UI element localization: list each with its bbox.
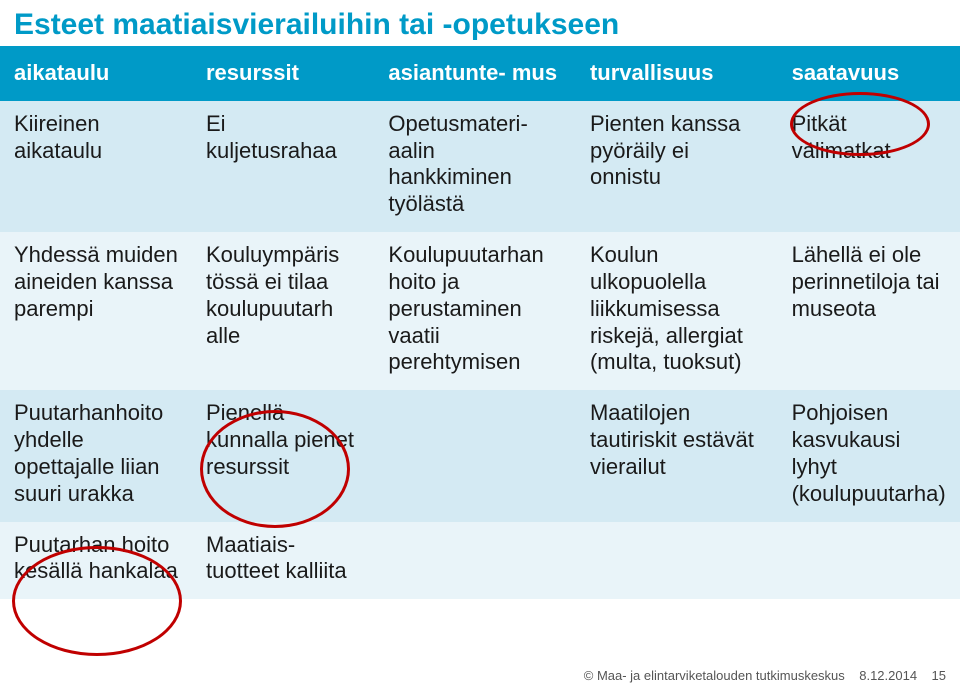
cell xyxy=(778,522,960,600)
cell: Koulupuutarhan hoito ja perustaminen vaa… xyxy=(374,232,576,390)
footer-date: 8.12.2014 xyxy=(859,668,917,683)
cell: Kiireinen aikataulu xyxy=(0,101,192,232)
slide-title: Esteet maatiaisvierailuihin tai -opetuks… xyxy=(14,8,946,42)
slide-footer: © Maa- ja elintarviketalouden tutkimuske… xyxy=(584,668,946,683)
cell: Lähellä ei ole perinnetiloja tai museota xyxy=(778,232,960,390)
cell: Maatilojen tautiriskit estävät vierailut xyxy=(576,390,778,521)
cell: Pohjoisen kasvukausi lyhyt (koulupuutarh… xyxy=(778,390,960,521)
col-asiantuntemus: asiantunte- mus xyxy=(374,50,576,101)
cell xyxy=(374,390,576,521)
title-bar: Esteet maatiaisvierailuihin tai -opetuks… xyxy=(0,0,960,50)
table-row: Kiireinen aikataulu Ei kuljetusrahaa Ope… xyxy=(0,101,960,232)
table-row: Puutarhan hoito kesällä hankalaa Maatiai… xyxy=(0,522,960,600)
footer-org: © Maa- ja elintarviketalouden tutkimuske… xyxy=(584,668,845,683)
table-row: Yhdessä muiden aineiden kanssa parempi K… xyxy=(0,232,960,390)
table-row: Puutarhanhoito yhdelle opettajalle liian… xyxy=(0,390,960,521)
cell: Opetusmateri- aalin hankkiminen työlästä xyxy=(374,101,576,232)
cell: Maatiais- tuotteet kalliita xyxy=(192,522,374,600)
cell xyxy=(374,522,576,600)
cell: Pitkät välimatkat xyxy=(778,101,960,232)
cell: Koulun ulkopuolella liikkumisessa riskej… xyxy=(576,232,778,390)
col-resurssit: resurssit xyxy=(192,50,374,101)
col-aikataulu: aikataulu xyxy=(0,50,192,101)
cell xyxy=(576,522,778,600)
cell: Puutarhan hoito kesällä hankalaa xyxy=(0,522,192,600)
cell: Pienten kanssa pyöräily ei onnistu xyxy=(576,101,778,232)
footer-page: 15 xyxy=(932,668,946,683)
cell: Pienellä kunnalla pienet resurssit xyxy=(192,390,374,521)
col-saatavuus: saatavuus xyxy=(778,50,960,101)
cell: Ei kuljetusrahaa xyxy=(192,101,374,232)
cell: Yhdessä muiden aineiden kanssa parempi xyxy=(0,232,192,390)
table-header-row: aikataulu resurssit asiantunte- mus turv… xyxy=(0,50,960,101)
barriers-table: aikataulu resurssit asiantunte- mus turv… xyxy=(0,50,960,599)
cell: Kouluympäris tössä ei tilaa koulupuutarh… xyxy=(192,232,374,390)
slide: Esteet maatiaisvierailuihin tai -opetuks… xyxy=(0,0,960,689)
cell: Puutarhanhoito yhdelle opettajalle liian… xyxy=(0,390,192,521)
col-turvallisuus: turvallisuus xyxy=(576,50,778,101)
